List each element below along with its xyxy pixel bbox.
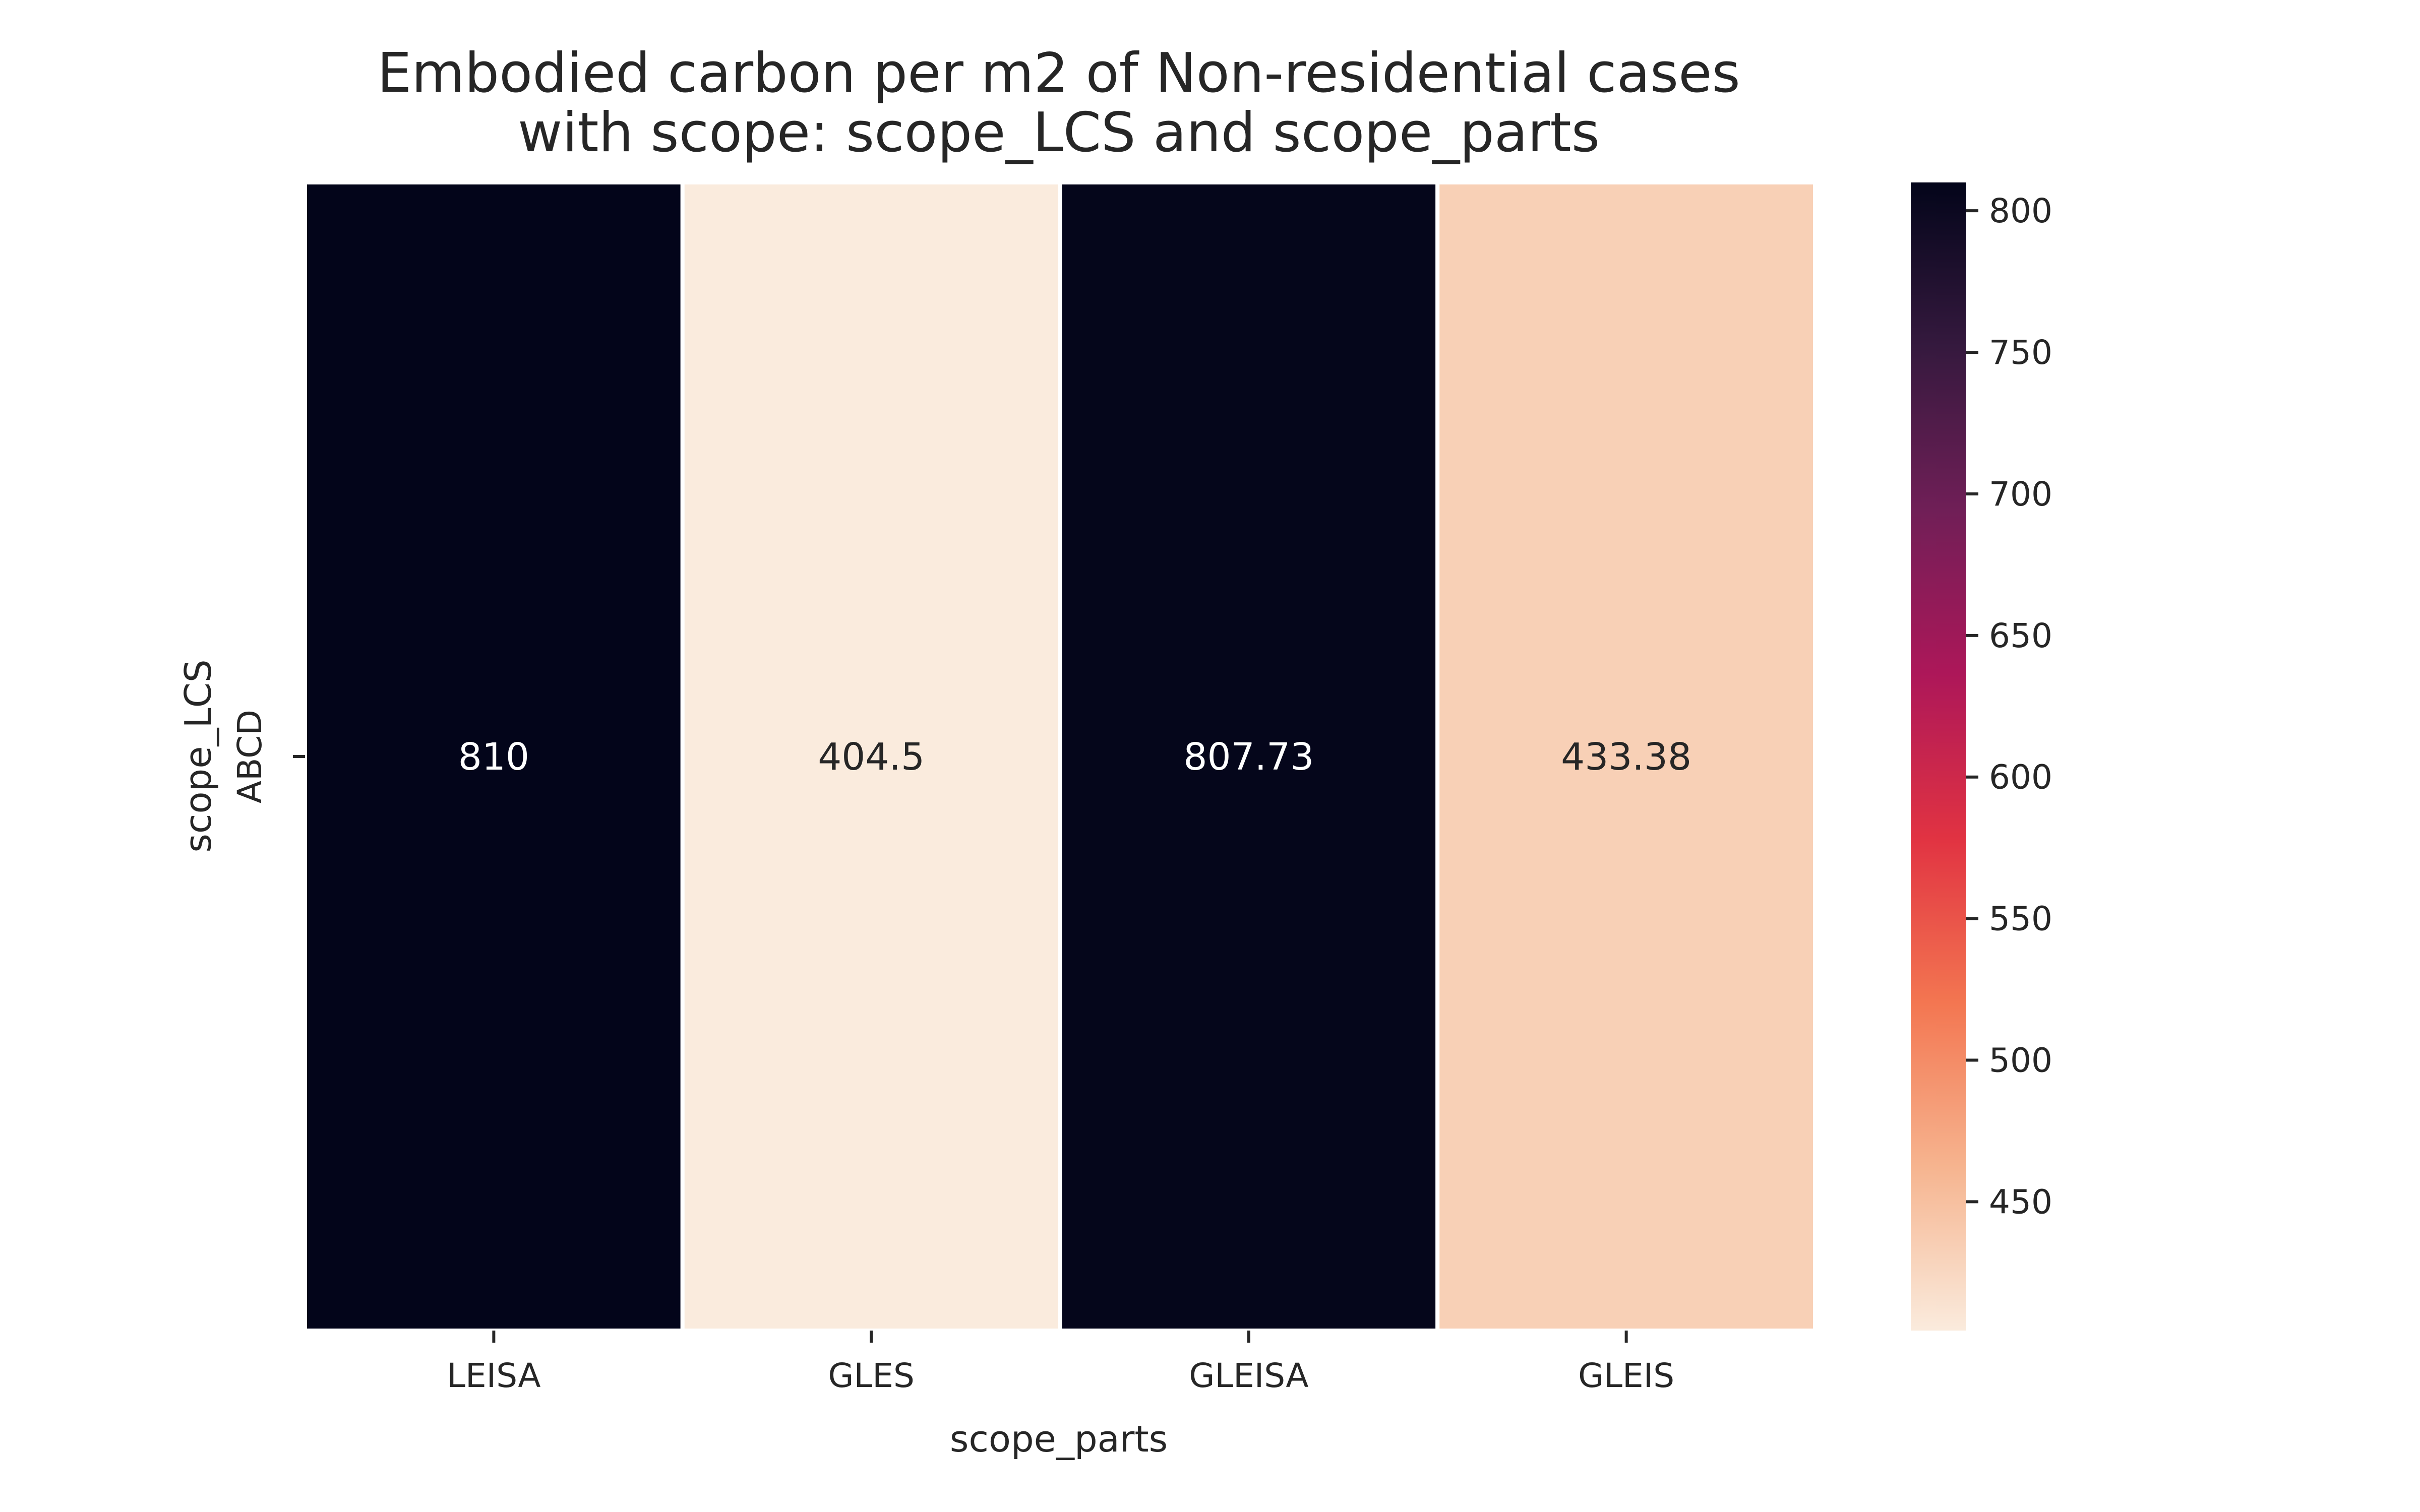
colorbar-tick-label-650: 650 bbox=[1989, 616, 2052, 655]
colorbar-tick-label-700: 700 bbox=[1989, 475, 2052, 514]
y-axis-label: scope_LCS bbox=[177, 659, 219, 852]
cell-value-label-gleis: 433.38 bbox=[1561, 735, 1691, 779]
x-tick-label-gleis: GLEIS bbox=[1578, 1356, 1674, 1395]
heatmap-cells: 810 404.5 807.73 433.38 bbox=[303, 180, 1817, 1333]
x-axis-label: scope_parts bbox=[950, 1418, 1168, 1460]
x-axis-ticks: LEISA GLES GLEISA GLEIS bbox=[447, 1331, 1674, 1395]
colorbar bbox=[1911, 182, 1966, 1331]
colorbar-tick-label-750: 750 bbox=[1989, 333, 2052, 372]
y-axis-ticks: ABCD bbox=[230, 710, 305, 803]
heatmap-cell-gleis bbox=[1435, 180, 1817, 1333]
colorbar-tick-label-500: 500 bbox=[1989, 1041, 2052, 1080]
colorbar-tick-label-600: 600 bbox=[1989, 758, 2052, 797]
colorbar-tick-label-800: 800 bbox=[1989, 192, 2052, 230]
cell-value-label-gleisa: 807.73 bbox=[1183, 735, 1314, 779]
y-tick-label-abcd: ABCD bbox=[230, 710, 269, 803]
x-tick-label-gles: GLES bbox=[828, 1356, 915, 1395]
heatmap-cell-leisa bbox=[303, 180, 685, 1333]
heatmap-cell-gleisa bbox=[1058, 180, 1440, 1333]
colorbar-tick-label-450: 450 bbox=[1989, 1182, 2052, 1221]
x-tick-label-gleisa: GLEISA bbox=[1189, 1356, 1308, 1395]
colorbar-ticks: 450 500 550 600 650 700 750 800 bbox=[1966, 192, 2052, 1221]
cell-value-label-leisa: 810 bbox=[458, 735, 529, 779]
cell-value-label-gles: 404.5 bbox=[818, 735, 925, 779]
heatmap-cell-gles bbox=[680, 180, 1062, 1333]
x-tick-label-leisa: LEISA bbox=[447, 1356, 540, 1395]
colorbar-tick-label-550: 550 bbox=[1989, 900, 2052, 938]
chart-title-line-1: Embodied carbon per m2 of Non-residentia… bbox=[377, 42, 1740, 105]
chart-title-line-2: with scope: scope_LCS and scope_parts bbox=[518, 101, 1600, 164]
